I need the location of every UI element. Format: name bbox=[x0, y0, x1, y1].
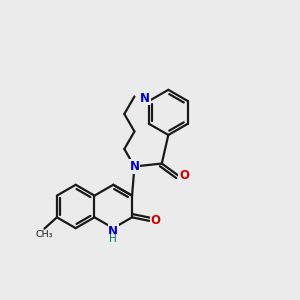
Text: N: N bbox=[108, 225, 118, 238]
Text: O: O bbox=[179, 169, 189, 182]
Text: CH₃: CH₃ bbox=[35, 230, 52, 239]
Text: N: N bbox=[129, 160, 140, 173]
Text: H: H bbox=[110, 235, 117, 244]
Text: N: N bbox=[140, 92, 150, 105]
Text: O: O bbox=[150, 214, 160, 227]
